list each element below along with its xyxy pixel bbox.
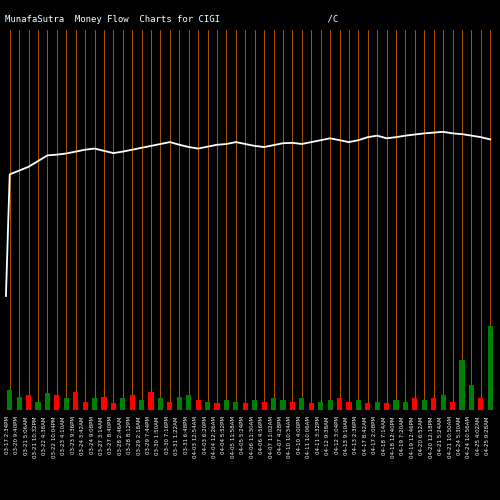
Bar bbox=[92, 398, 97, 410]
Bar bbox=[478, 398, 484, 410]
Bar bbox=[365, 404, 370, 410]
Bar bbox=[242, 404, 248, 410]
Bar bbox=[16, 396, 21, 410]
Bar bbox=[7, 390, 12, 410]
Bar bbox=[460, 360, 464, 410]
Bar bbox=[26, 395, 31, 410]
Bar bbox=[186, 395, 192, 410]
Bar bbox=[45, 394, 50, 410]
Bar bbox=[234, 402, 238, 410]
Bar bbox=[394, 400, 398, 410]
Bar bbox=[290, 402, 295, 410]
Bar bbox=[308, 404, 314, 410]
Bar bbox=[356, 400, 361, 410]
Bar bbox=[422, 400, 427, 410]
Bar bbox=[120, 398, 126, 410]
Bar bbox=[214, 404, 220, 410]
Bar bbox=[384, 404, 389, 410]
Bar bbox=[488, 326, 493, 410]
Bar bbox=[130, 395, 135, 410]
Bar bbox=[54, 395, 60, 410]
Bar bbox=[73, 392, 78, 410]
Bar bbox=[139, 400, 144, 410]
Bar bbox=[252, 400, 258, 410]
Bar bbox=[337, 398, 342, 410]
Bar bbox=[224, 400, 229, 410]
Bar bbox=[262, 402, 266, 410]
Bar bbox=[168, 402, 172, 410]
Bar bbox=[205, 402, 210, 410]
Bar bbox=[64, 398, 69, 410]
Bar bbox=[271, 398, 276, 410]
Bar bbox=[346, 402, 352, 410]
Bar bbox=[111, 404, 116, 410]
Bar bbox=[280, 400, 285, 410]
Bar bbox=[412, 398, 418, 410]
Bar bbox=[450, 402, 455, 410]
Bar bbox=[148, 392, 154, 410]
Bar bbox=[176, 396, 182, 410]
Bar bbox=[431, 398, 436, 410]
Text: MunafaSutra  Money Flow  Charts for CIGI                    /C                  : MunafaSutra Money Flow Charts for CIGI /… bbox=[5, 15, 500, 24]
Bar bbox=[158, 398, 163, 410]
Bar bbox=[196, 400, 201, 410]
Bar bbox=[82, 402, 87, 410]
Bar bbox=[374, 402, 380, 410]
Bar bbox=[36, 402, 41, 410]
Bar bbox=[318, 402, 324, 410]
Bar bbox=[403, 402, 408, 410]
Bar bbox=[440, 395, 446, 410]
Bar bbox=[299, 398, 304, 410]
Bar bbox=[328, 400, 332, 410]
Bar bbox=[102, 396, 106, 410]
Bar bbox=[469, 385, 474, 410]
